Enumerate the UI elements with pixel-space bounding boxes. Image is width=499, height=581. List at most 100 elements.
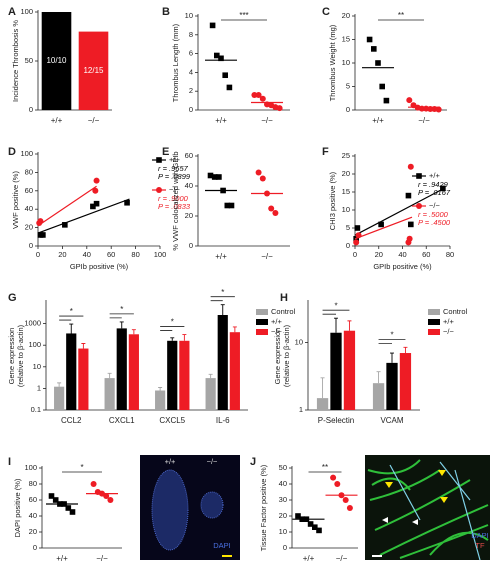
- y-tick-label: 1: [299, 405, 303, 414]
- legend-stat: r = .5000: [418, 210, 449, 219]
- data-point: [268, 205, 275, 212]
- y-axis-label: % VWF colocalized with GPIb: [171, 151, 180, 250]
- significance-bracket: [59, 315, 84, 321]
- panel-letter: I: [8, 456, 11, 468]
- data-point: [406, 97, 413, 104]
- y-tick-label: 15: [342, 34, 350, 43]
- bar: [229, 332, 240, 410]
- data-point: [48, 493, 55, 499]
- data-point: [406, 235, 413, 242]
- data-point: [228, 202, 235, 209]
- x-tick-label: +/+: [56, 554, 68, 563]
- x-tick-label: CXCL1: [109, 416, 135, 425]
- significance-label: *: [221, 288, 224, 297]
- legend-label: −/−: [443, 327, 454, 336]
- data-point: [124, 199, 130, 206]
- y-tick-label: 0: [189, 241, 193, 250]
- y-tick-label: 100: [20, 7, 33, 16]
- y-tick-label: 4: [189, 67, 193, 76]
- data-point: [52, 497, 59, 503]
- x-axis-label: GPIb positive (%): [373, 262, 432, 271]
- x-tick-label: IL-6: [216, 416, 230, 425]
- x-tick-label: −/−: [261, 252, 273, 261]
- legend-label: −/−: [429, 201, 440, 210]
- data-point: [366, 36, 373, 43]
- panel-letter: A: [8, 6, 16, 18]
- bar: [78, 348, 89, 410]
- bar: [128, 334, 139, 410]
- y-axis-label: Tissue Factor positive (%): [259, 464, 268, 551]
- y-tick-label: 100: [28, 340, 41, 349]
- y-tick-label: 5: [346, 223, 350, 232]
- x-tick-label: +/+: [303, 554, 315, 563]
- significance-bracket: [210, 296, 235, 302]
- legend-swatch: [428, 329, 440, 335]
- x-tick-label: 0: [353, 250, 357, 259]
- data-point: [62, 222, 68, 228]
- legend-swatch: [256, 329, 268, 335]
- legend-stat: P = .4500: [418, 218, 451, 227]
- y-tick-label: 0: [346, 105, 350, 114]
- x-tick-label: P-Selectin: [318, 416, 354, 425]
- y-tick-label: 60: [25, 186, 33, 195]
- y-tick-label: 10: [342, 58, 350, 67]
- legend-stat: P = .0167: [418, 188, 451, 197]
- nucleus: [151, 469, 189, 551]
- y-tick-label: 60: [29, 495, 37, 504]
- error-bar: [57, 382, 62, 387]
- stain-label: DAPI: [213, 541, 231, 550]
- data-point: [307, 521, 314, 527]
- data-point: [259, 95, 266, 102]
- data-point: [316, 527, 322, 534]
- y-tick-label: 20: [29, 527, 37, 536]
- scale-bar: [222, 555, 232, 557]
- x-tick-label: 20: [375, 250, 383, 259]
- value-label: 10/10: [46, 56, 67, 65]
- significance-label: *: [171, 318, 174, 327]
- legend-stat: P = .0899: [158, 172, 191, 181]
- data-point: [334, 481, 341, 487]
- y-tick-label: 40: [25, 204, 33, 213]
- data-point: [69, 509, 76, 515]
- x-tick-label: +/+: [372, 116, 384, 125]
- data-point: [211, 174, 218, 180]
- data-point: [355, 232, 362, 239]
- data-point: [103, 493, 110, 499]
- panel: H 1 10 Gene expression (relative to β-actin)…: [273, 292, 468, 425]
- significance-label: *: [334, 301, 337, 310]
- y-axis-label: (relative to β-actin): [16, 324, 25, 387]
- y-tick-label: 20: [342, 169, 350, 178]
- y-tick-label: 40: [29, 511, 37, 520]
- image-label: −/−: [207, 457, 218, 466]
- data-point: [259, 175, 266, 182]
- data-point: [405, 192, 412, 199]
- x-tick-label: 100: [154, 250, 167, 259]
- bar: [167, 340, 178, 410]
- y-tick-label: 50: [25, 56, 33, 65]
- y-axis-label: Gene expression: [7, 328, 16, 385]
- data-point: [371, 46, 377, 52]
- error-bar: [81, 343, 86, 349]
- data-point: [107, 497, 114, 503]
- x-tick-label: 80: [131, 250, 139, 259]
- data-point: [379, 83, 385, 90]
- data-point: [295, 513, 301, 519]
- data-point: [383, 97, 390, 104]
- y-axis-label: VWF positive (%): [11, 171, 20, 229]
- data-point: [37, 218, 44, 225]
- x-tick-label: −/−: [418, 116, 430, 125]
- data-point: [209, 22, 216, 29]
- legend-label: −/−: [271, 327, 282, 336]
- significance-label: *: [120, 305, 123, 314]
- y-tick-label: 20: [342, 11, 350, 20]
- x-tick-label: 60: [422, 250, 430, 259]
- panel: C 0 5 10 15 20 Thrombus Weight (mg) +/+ −/− **: [322, 6, 447, 125]
- x-tick-label: CCL2: [61, 416, 82, 425]
- arrowhead: [385, 470, 448, 503]
- x-tick-label: 60: [107, 250, 115, 259]
- panel-letter: E: [162, 146, 169, 158]
- y-tick-label: 40: [185, 181, 193, 190]
- nucleus: [200, 491, 224, 519]
